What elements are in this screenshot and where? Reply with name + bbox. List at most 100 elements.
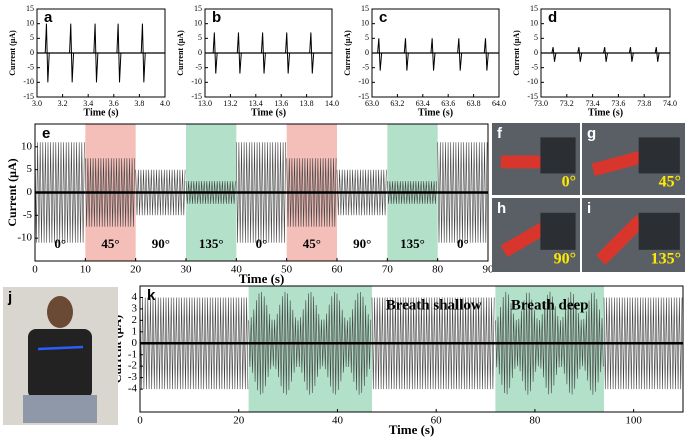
axes-frame [139,285,684,413]
x-tick-label: 73.4 [586,99,600,108]
spike [628,47,634,62]
y-tick-label: 10 [26,18,34,27]
photo-caption: 45° [659,174,681,191]
y-tick-label: -4 [128,383,138,395]
region-label: Breath deep [511,297,589,313]
angle-label: 135° [199,236,224,251]
x-tick-label: 100 [625,415,642,427]
signal [336,169,387,216]
y-tick-label: 0 [30,48,34,57]
angle-label: 45° [303,236,321,251]
y-tick-label: -5 [362,62,369,71]
x-tick-label: 20 [130,264,142,276]
x-tick-label: 3.2 [58,99,68,108]
panel-letter: e [42,125,50,142]
panel-letter: g [587,125,596,142]
y-tick-label: 15 [530,4,538,13]
photo-detail [638,137,680,174]
y-tick-label: -15 [358,92,369,101]
y-tick-label: -10 [191,77,202,86]
y-tick-label: 10 [530,18,538,27]
photo-detail [47,296,73,328]
panel-letter: d [548,9,557,26]
y-tick-label: -5 [27,62,34,71]
y-tick-label: 0 [365,48,369,57]
signal [185,181,236,204]
panel-letter: f [497,125,503,142]
x-tick-label: 60 [431,415,443,427]
x-tick-label: 73.2 [560,99,574,108]
angle-label: 90° [152,236,170,251]
spike [654,47,660,62]
x-tick-label: 30 [181,264,193,276]
panel-letter: j [7,289,12,306]
y-tick-label: 0 [198,48,202,57]
y-axis-label: Current (μA) [176,30,185,76]
x-axis-label: Time (s) [251,107,286,118]
spike [403,38,409,71]
x-tick-label: 40 [332,415,344,427]
x-tick-label: 13.0 [198,99,212,108]
signal [135,169,186,216]
y-tick-label: 0 [534,48,538,57]
spike [483,38,489,71]
x-tick-label: 63.6 [441,99,455,108]
signal [34,142,85,243]
y-tick-label: 15 [26,4,34,13]
y-tick-label: 5 [198,33,202,42]
photo-detail [596,215,646,265]
x-axis-label: Time (s) [418,107,453,118]
y-tick-label: 0 [132,337,138,349]
panel-letter: h [497,200,506,217]
y-tick-label: 5 [365,33,369,42]
x-tick-label: 40 [231,264,243,276]
x-tick-label: 63.0 [365,99,379,108]
x-tick-label: 10 [80,264,92,276]
spike [551,47,557,62]
x-tick-label: 73.0 [534,99,548,108]
photo-detail [540,137,576,174]
y-tick-label: 3 [132,302,138,314]
x-tick-label: 3.6 [109,99,119,108]
x-axis-label: Time (s) [389,422,435,437]
signal [236,142,286,243]
photo-detail [28,329,92,399]
y-axis-label: Current (μA) [8,30,17,76]
x-tick-label: 3.8 [134,99,144,108]
x-tick-label: 80 [432,264,444,276]
x-tick-label: 64.0 [492,99,506,108]
x-tick-label: 63.8 [467,99,481,108]
photo-detail [500,221,550,258]
y-tick-label: 10 [361,18,369,27]
y-tick-label: -15 [527,92,538,101]
angle-label: 0° [457,236,469,251]
photo-detail [500,155,550,169]
x-axis-label: Time (s) [588,107,623,118]
angle-label: 0° [54,236,66,251]
spike [236,32,242,74]
photo-detail [540,212,576,250]
photo-caption: 90° [554,251,576,268]
x-tick-label: 70 [382,264,394,276]
y-tick-label: 15 [361,4,369,13]
signal [437,142,488,243]
x-tick-label: 13.2 [223,99,237,108]
y-tick-label: -2 [128,360,137,372]
signal [286,158,337,227]
y-tick-label: -10 [527,77,538,86]
y-tick-label: 4 [132,291,138,303]
spike [140,23,146,83]
region-label: Breath shallow [386,297,482,313]
x-tick-label: 13.6 [274,99,288,108]
x-tick-label: 63.4 [416,99,430,108]
x-tick-label: 14.0 [325,99,339,108]
y-tick-label: -1 [128,348,137,360]
x-tick-label: 3.4 [83,99,93,108]
x-tick-label: 0 [32,264,38,276]
y-tick-label: 2 [132,314,138,326]
photo-detail [37,345,84,351]
y-tick-label: 10 [21,140,33,152]
x-tick-label: 13.8 [300,99,314,108]
y-axis-label: Current (μA) [512,30,521,76]
